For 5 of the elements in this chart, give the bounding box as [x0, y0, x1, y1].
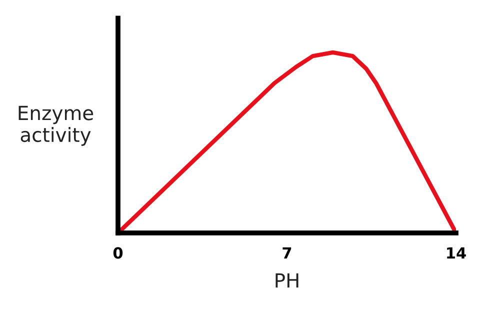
x-tick-label: 14: [447, 247, 466, 258]
x-axis-title: PH: [276, 273, 298, 288]
x-tick-label: 0: [113, 247, 123, 259]
x-tick-label: 7: [282, 247, 292, 258]
y-axis-title: Enzyme activity: [18, 106, 94, 146]
